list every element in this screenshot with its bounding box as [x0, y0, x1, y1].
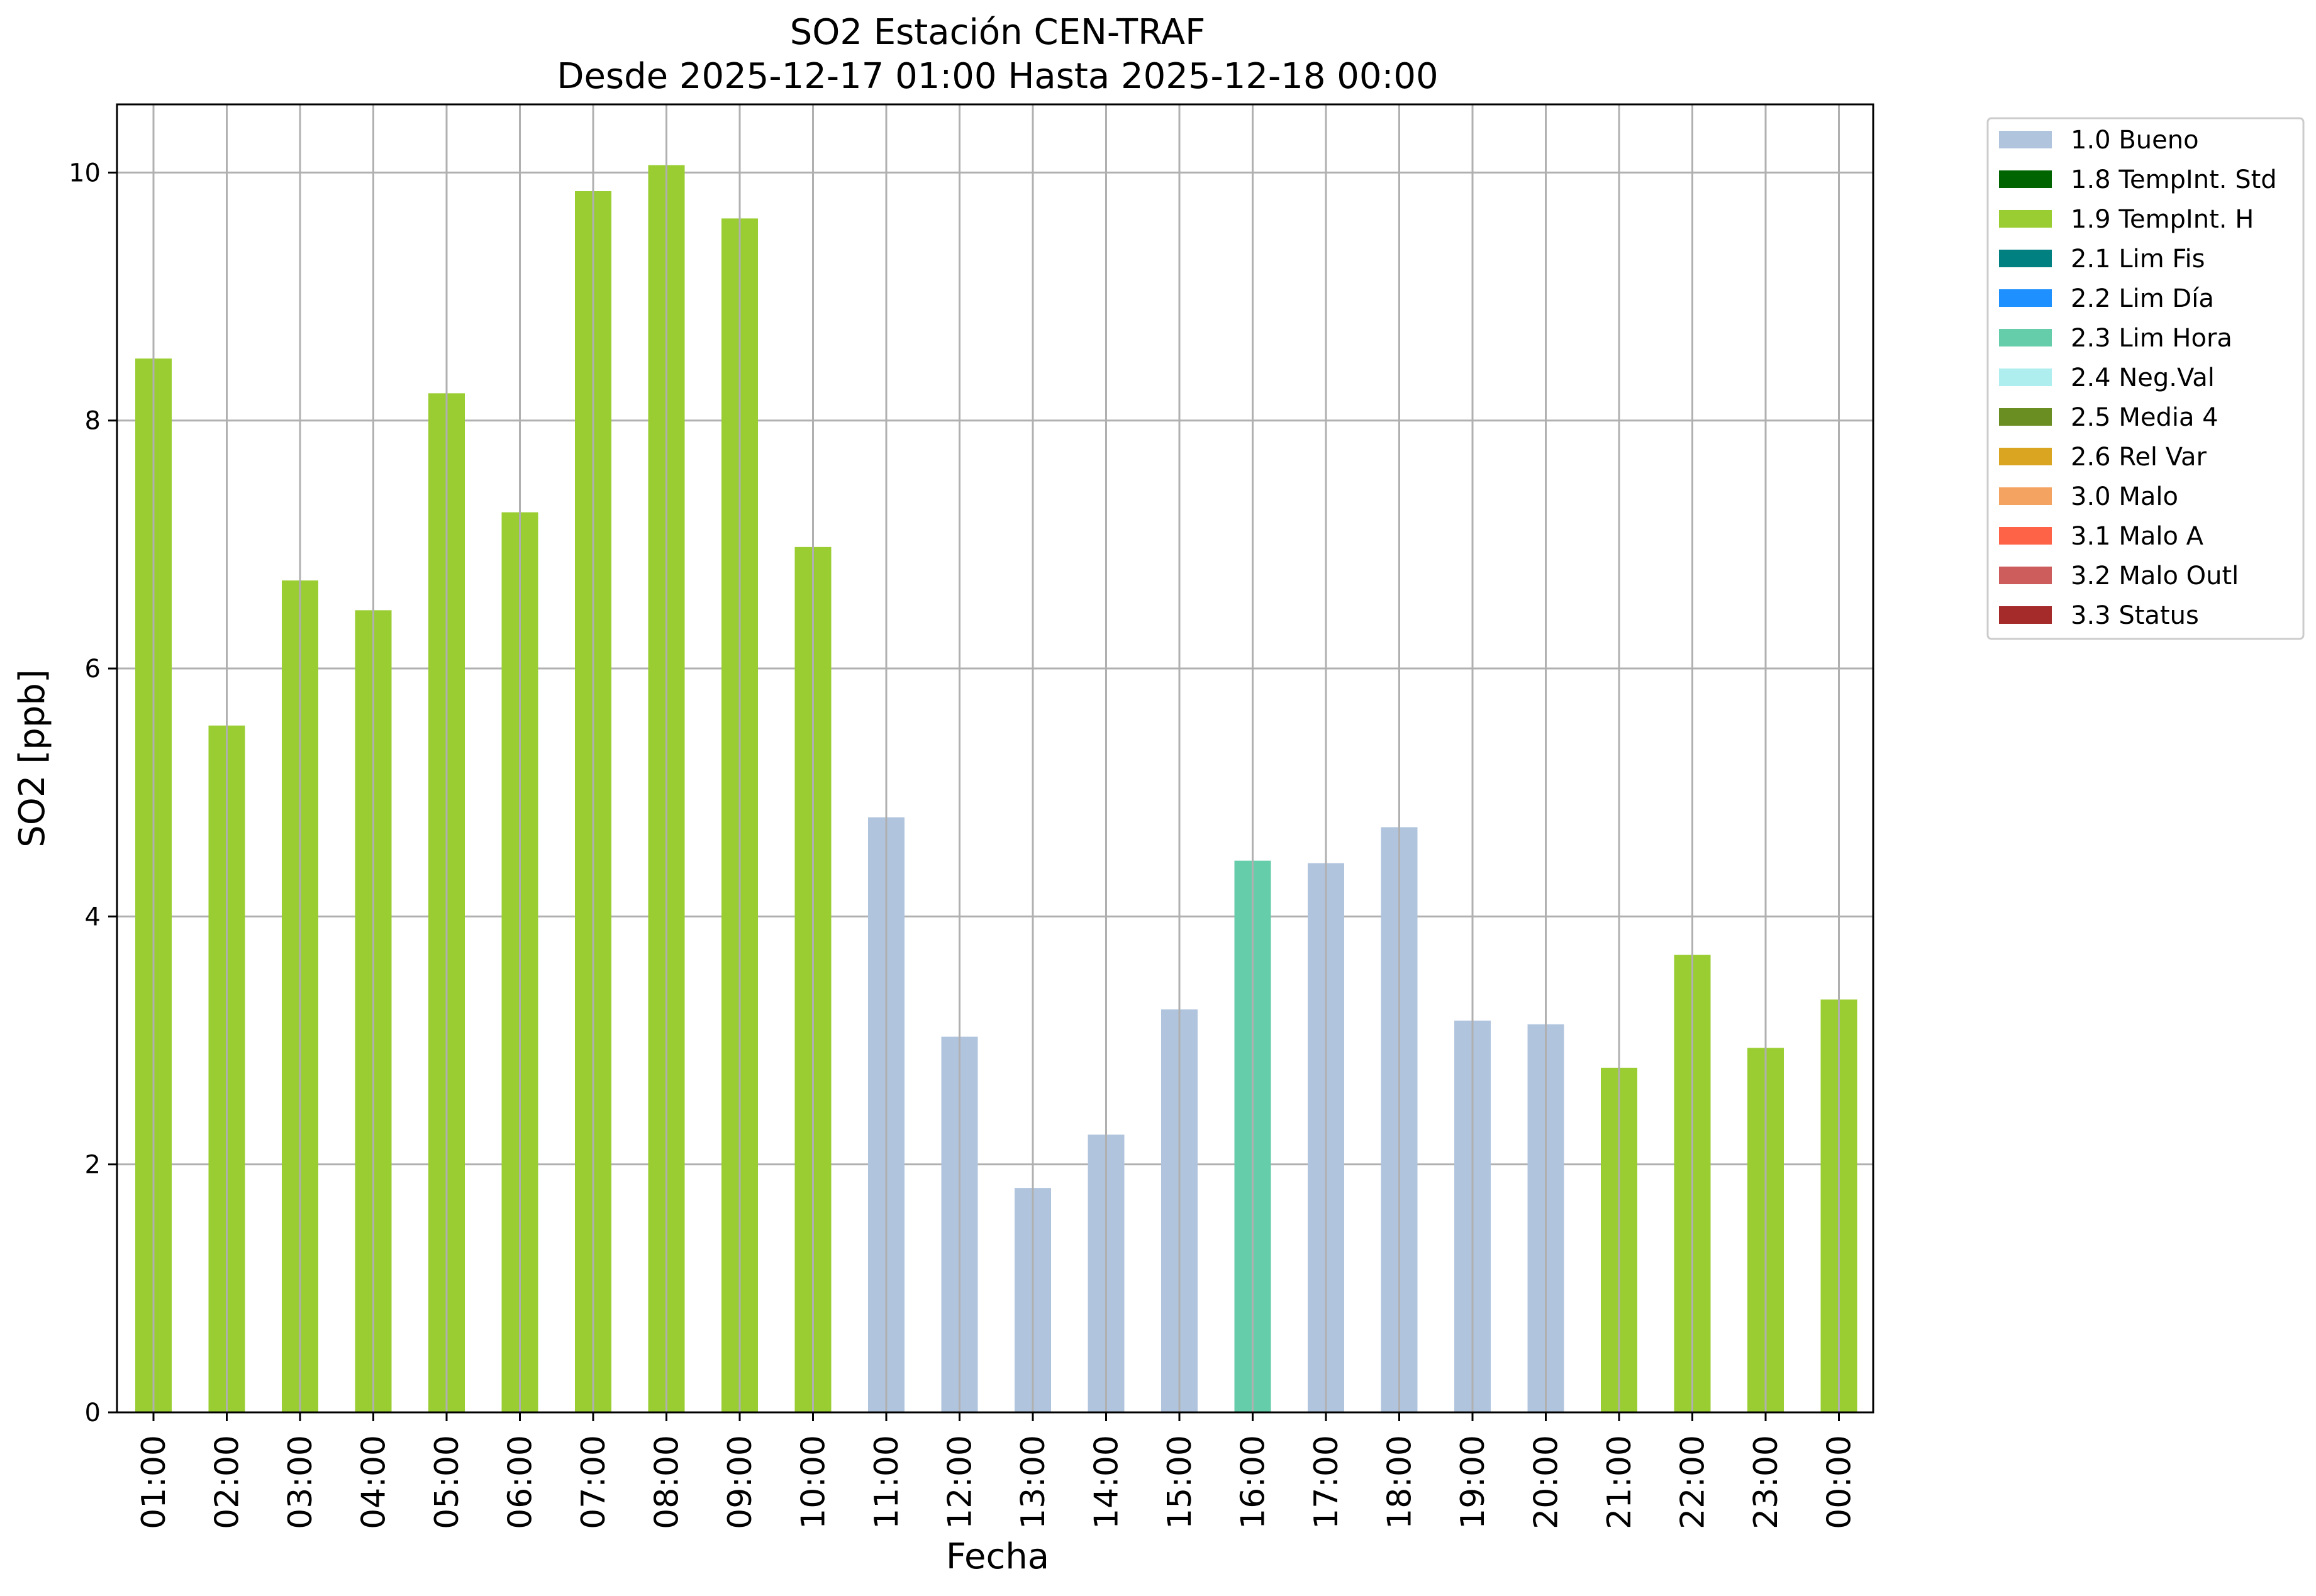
x-tick-label: 23:00 [1747, 1435, 1785, 1529]
legend-swatch [1999, 131, 2052, 148]
x-tick-label: 18:00 [1381, 1435, 1419, 1529]
x-tick-label: 05:00 [428, 1435, 466, 1529]
legend-swatch [1999, 487, 2052, 505]
x-tick-label: 06:00 [502, 1435, 540, 1529]
x-tick-label: 10:00 [795, 1435, 833, 1529]
plot-frame [116, 103, 1874, 1414]
x-tick-label: 13:00 [1015, 1435, 1052, 1529]
legend-label: 1.9 TempInt. H [2071, 205, 2254, 234]
legend-swatch [1999, 170, 2052, 188]
legend-label: 2.5 Media 4 [2071, 403, 2219, 432]
legend-label: 3.0 Malo [2071, 482, 2178, 511]
legend-swatch [1999, 250, 2052, 267]
y-tick-label: 10 [69, 158, 101, 187]
legend-label: 2.6 Rel Var [2071, 443, 2207, 472]
legend-label: 2.3 Lim Hora [2071, 324, 2232, 353]
x-tick-label: 17:00 [1308, 1435, 1345, 1529]
chart-title: SO2 Estación CEN-TRAF [790, 12, 1206, 53]
y-tick-label: 2 [85, 1151, 101, 1180]
x-tick-label: 04:00 [355, 1435, 393, 1529]
legend-swatch [1999, 369, 2052, 386]
bars [135, 165, 1857, 1412]
y-tick-label: 8 [85, 407, 101, 436]
legend-frame [1986, 117, 2305, 640]
x-tick-label: 19:00 [1454, 1435, 1492, 1529]
legend-swatch [1999, 606, 2052, 624]
x-tick-label: 09:00 [721, 1435, 759, 1529]
legend-swatch [1999, 289, 2052, 307]
y-axis-ticks: 0 2 4 6 8 10 [69, 158, 117, 1427]
y-tick-label: 6 [85, 655, 101, 684]
y-tick-label: 0 [85, 1399, 101, 1427]
legend-swatch [1999, 329, 2052, 346]
vertical-grid-lines [152, 104, 1840, 1412]
legend-swatch [1999, 527, 2052, 545]
legend-label: 1.0 Bueno [2071, 126, 2199, 155]
y-tick-label: 4 [85, 902, 101, 931]
x-tick-label: 01:00 [135, 1435, 173, 1529]
chart-subtitle: Desde 2025-12-17 01:00 Hasta 2025-12-18 … [557, 56, 1438, 97]
x-tick-label: 11:00 [868, 1435, 906, 1529]
legend-label: 1.8 TempInt. Std [2071, 165, 2277, 194]
x-tick-label: 22:00 [1674, 1435, 1712, 1529]
legend-label: 2.2 Lim Día [2071, 284, 2214, 313]
x-tick-label: 20:00 [1528, 1435, 1566, 1529]
legend-label: 3.3 Status [2071, 601, 2199, 630]
x-tick-label: 16:00 [1235, 1435, 1272, 1529]
x-tick-label: 15:00 [1161, 1435, 1199, 1529]
x-tick-label: 12:00 [942, 1435, 979, 1529]
x-axis-label: Fecha [946, 1536, 1049, 1577]
x-tick-label: 00:00 [1821, 1435, 1859, 1529]
legend-swatch [1999, 567, 2052, 584]
x-tick-label: 07:00 [575, 1435, 613, 1529]
x-tick-label: 21:00 [1601, 1435, 1639, 1529]
legend-label: 3.1 Malo A [2071, 522, 2204, 551]
legend-label: 2.4 Neg.Val [2071, 363, 2215, 392]
legend: 1.0 Bueno 1.8 TempInt. Std 1.9 TempInt. H 2… [1986, 117, 2305, 640]
x-tick-label: 08:00 [649, 1435, 686, 1529]
legend-swatch [1999, 448, 2052, 465]
x-tick-label: 02:00 [209, 1435, 247, 1529]
x-tick-label: 03:00 [282, 1435, 320, 1529]
legend-label: 3.2 Malo Outl [2071, 562, 2239, 590]
legend-swatch [1999, 210, 2052, 228]
y-axis-label: SO2 [ppb] [12, 669, 53, 847]
x-axis-ticks: 01:00 02:00 03:00 04:00 05:00 06:00 07:00 08:00… [135, 1412, 1859, 1529]
x-tick-label: 14:00 [1088, 1435, 1126, 1529]
legend-label: 2.1 Lim Fis [2071, 245, 2205, 274]
legend-swatch [1999, 408, 2052, 426]
